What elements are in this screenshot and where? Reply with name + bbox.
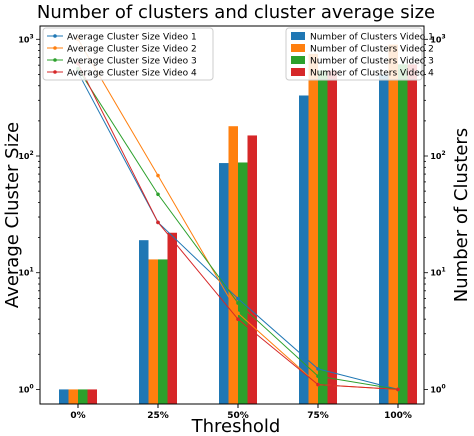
bar-3-50pct — [238, 162, 248, 404]
plot-frame — [39, 25, 425, 405]
bar-2-0pct — [68, 389, 78, 404]
y-ticks-right: 100 101 102 103 — [424, 33, 446, 394]
x-tick-label: 75% — [307, 411, 329, 421]
y-tick-label: 101 — [430, 267, 445, 278]
y-tick-label: 101 — [18, 267, 33, 278]
line-point-4-5 — [396, 387, 400, 392]
line-point-2-2 — [156, 173, 160, 178]
y-ticks-left: 100 101 102 103 — [18, 33, 40, 394]
left-y-axis-label: Average Cluster Size — [2, 122, 23, 308]
x-tick-label: 25% — [147, 411, 169, 421]
line-point-4-4 — [316, 382, 320, 387]
bar-3-100pct — [398, 64, 408, 405]
legend-line-series: Average Cluster Size Video 1 Average Clus… — [42, 27, 214, 81]
bar-2-50pct — [228, 126, 238, 405]
legend-label: Number of Clusters Video 2 — [310, 45, 434, 55]
bar-1-25pct — [139, 240, 149, 404]
legend-box — [42, 27, 214, 81]
legend-label: Average Cluster Size Video 1 — [67, 33, 197, 43]
line-point-1-3 — [236, 296, 240, 301]
right-y-axis-label: Number of Clusters — [451, 128, 472, 302]
line-point-4-3 — [236, 317, 240, 321]
lines-layer — [76, 37, 400, 392]
bar-3-25pct — [158, 259, 168, 404]
legend-bar-swatch — [291, 56, 305, 64]
legend-bar-swatch — [291, 32, 305, 40]
y-tick-label: 100 — [430, 383, 445, 394]
line-point-3-2 — [156, 192, 160, 197]
bar-2-75pct — [308, 53, 318, 404]
legend-marker — [53, 58, 57, 62]
bar-3-75pct — [318, 70, 328, 404]
chart-title: Number of clusters and cluster average s… — [37, 2, 435, 23]
bar-1-75pct — [299, 95, 309, 405]
line-point-1-4 — [316, 367, 320, 371]
line-point-3-3 — [236, 301, 240, 305]
y-tick-label: 102 — [430, 150, 445, 161]
bar-2-100pct — [388, 44, 398, 405]
legend-label: Average Cluster Size Video 2 — [67, 45, 197, 55]
bar-1-0pct — [59, 389, 69, 404]
bar-4-50pct — [247, 135, 257, 404]
y-tick-label: 103 — [430, 33, 445, 44]
y-tick-label: 100 — [18, 383, 33, 394]
legend-label: Average Cluster Size Video 4 — [67, 69, 197, 79]
x-tick-label: 50% — [227, 411, 249, 421]
y-tick-label: 103 — [18, 33, 33, 44]
legend-marker — [53, 70, 57, 74]
bar-4-100pct — [407, 64, 417, 405]
legend-label: Average Cluster Size Video 3 — [67, 57, 197, 67]
y-tick-label: 102 — [18, 150, 33, 161]
line-point-2-3 — [236, 311, 240, 315]
legend-label: Number of Clusters Video 4 — [310, 69, 434, 79]
x-tick-label: 0% — [70, 411, 85, 421]
legend-marker — [53, 34, 57, 38]
legend-bar-swatch — [291, 68, 305, 76]
x-axis-label: Threshold — [191, 416, 281, 436]
bar-2-25pct — [148, 259, 158, 404]
x-tick-label: 100% — [384, 411, 412, 421]
bar-4-25pct — [167, 232, 177, 404]
line-point-3-4 — [316, 374, 320, 378]
bars-layer — [59, 44, 417, 405]
legend-marker — [53, 46, 57, 50]
bar-4-0pct — [87, 389, 97, 404]
legend-label: Number of Clusters Video 1 — [310, 33, 434, 43]
line-point-4-2 — [156, 220, 160, 225]
x-ticks: 0% 25% 50% 75% 100% — [70, 404, 412, 421]
legend-bar-swatch — [291, 44, 305, 52]
bar-1-100pct — [379, 74, 389, 404]
legend-label: Number of Clusters Video 3 — [310, 57, 434, 67]
legend-bar-series: Number of Clusters Video 1 Number of Clus… — [285, 27, 434, 81]
bar-4-75pct — [327, 70, 337, 404]
bar-3-0pct — [78, 389, 88, 404]
legend-box — [285, 27, 423, 81]
